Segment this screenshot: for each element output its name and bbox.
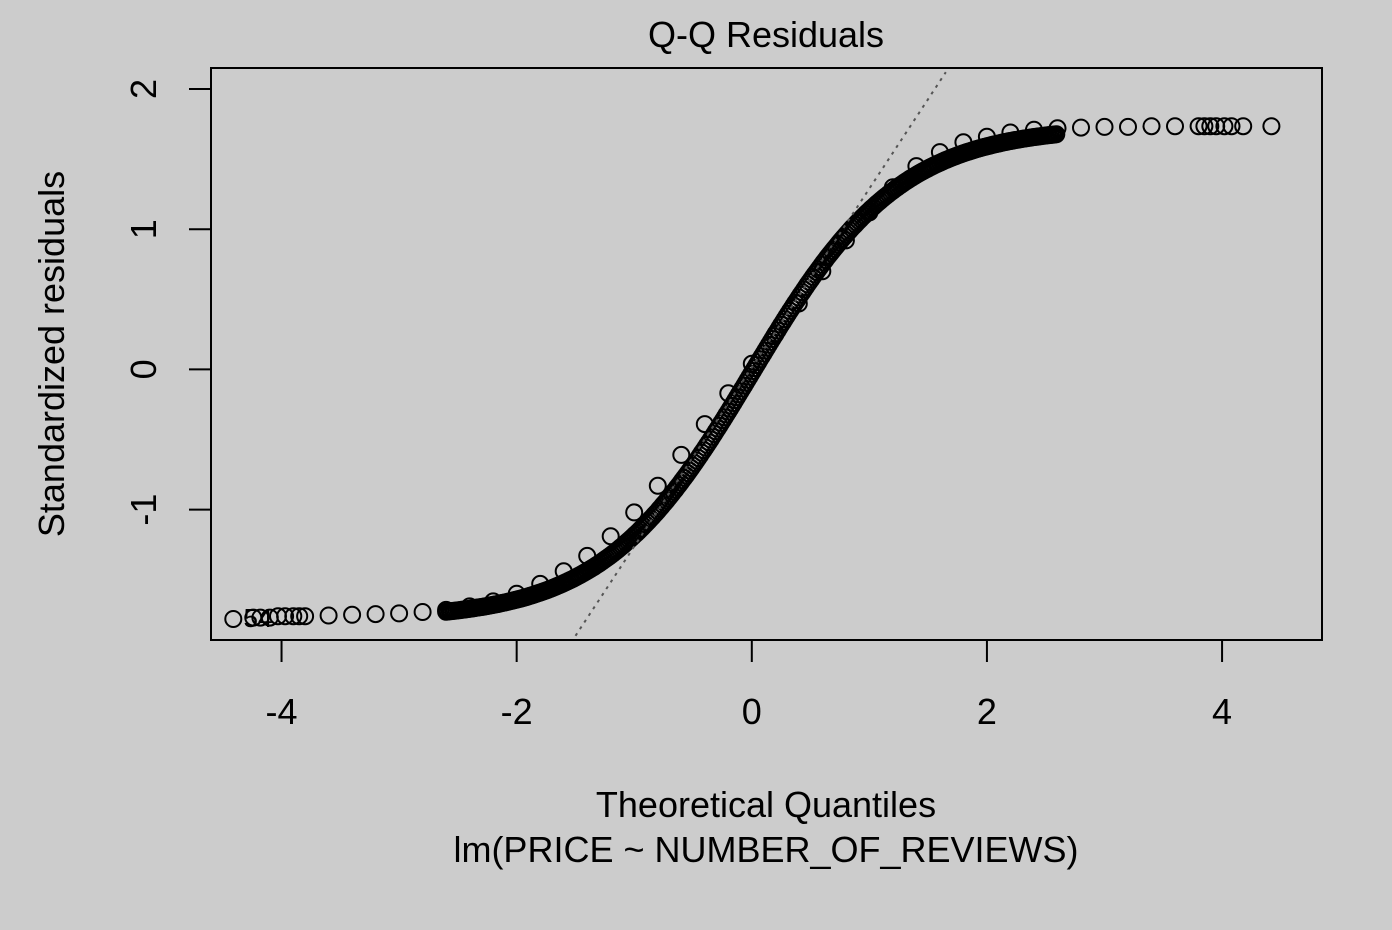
point-label: 54	[244, 603, 273, 633]
data-point	[1195, 117, 1214, 136]
data-point	[648, 476, 667, 495]
x-tick-label: -2	[501, 691, 533, 732]
data-point	[290, 607, 309, 626]
data-point	[296, 607, 315, 626]
chart-title: Q-Q Residuals	[648, 14, 884, 55]
data-point	[251, 608, 270, 627]
data-point	[625, 503, 644, 522]
data-point	[1189, 117, 1208, 136]
x-axis: -4 -2 0 2 4	[266, 639, 1232, 732]
x-axis-label: Theoretical Quantiles	[596, 784, 936, 825]
data-point	[1095, 117, 1114, 136]
data-point	[284, 607, 303, 626]
data-point	[1047, 125, 1066, 144]
data-point	[1215, 117, 1234, 136]
data-point	[672, 445, 691, 464]
y-tick-label: 2	[123, 79, 164, 99]
data-point	[1222, 117, 1241, 136]
x-tick-label: 4	[1212, 691, 1232, 732]
data-point	[366, 605, 385, 624]
model-formula-subtitle: lm(PRICE ~ NUMBER_OF_REVIEWS)	[453, 829, 1078, 870]
data-point	[1234, 117, 1253, 136]
y-axis-label: Standardized residuals	[31, 171, 72, 537]
y-tick-label: -1	[123, 494, 164, 526]
data-point	[1166, 117, 1184, 136]
y-tick-label: 1	[123, 219, 164, 239]
data-point	[1262, 117, 1281, 136]
data-point	[343, 605, 362, 624]
data-point	[1072, 118, 1090, 137]
data-point	[319, 606, 338, 625]
x-tick-label: 2	[977, 691, 997, 732]
data-point	[1119, 117, 1137, 136]
data-point	[276, 607, 295, 626]
x-tick-label: -4	[266, 691, 298, 732]
reference-line	[574, 71, 947, 637]
data-points	[224, 117, 1281, 628]
point-labels: 54	[244, 603, 273, 633]
x-tick-label: 0	[742, 691, 762, 732]
data-point	[390, 604, 409, 623]
data-point	[1201, 117, 1220, 136]
data-point	[1142, 117, 1161, 136]
data-point	[224, 610, 243, 628]
y-axis: -1 0 1 2	[123, 79, 212, 526]
y-tick-label: 0	[123, 359, 164, 379]
data-point	[413, 603, 432, 621]
